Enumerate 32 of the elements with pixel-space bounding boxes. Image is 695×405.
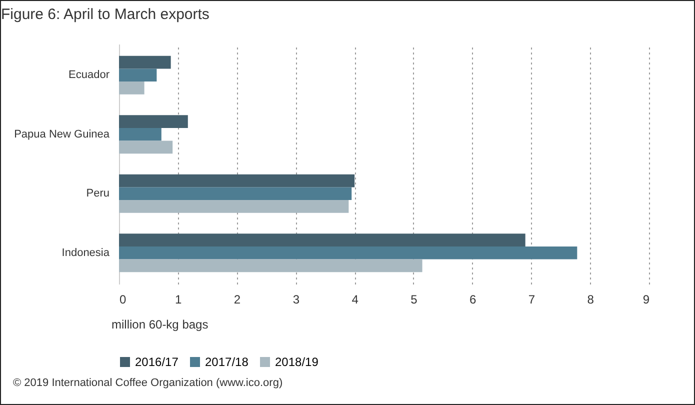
y-tick-label: Indonesia [62,246,110,259]
bar [119,128,162,141]
bar [119,187,352,200]
bar [119,174,355,188]
y-tick-label: Papua New Guinea [14,128,110,140]
chart-title: Figure 6: April to March exports [1,6,210,23]
bar [119,200,349,213]
legend-label: 2016/17 [135,355,179,369]
x-tick-label: 2 [234,292,241,306]
x-tick-label: 0 [120,292,126,306]
bar [119,140,173,154]
x-axis-title: million 60-kg bags [112,318,208,332]
legend-label: 2018/19 [275,355,319,369]
y-tick-label: Ecuador [68,69,110,82]
bar [119,246,578,260]
x-tick-label: 4 [352,292,359,306]
bar [119,259,422,272]
bar [119,82,144,94]
x-tick-label: 5 [410,292,418,306]
legend-label: 2017/18 [205,355,249,369]
x-tick-label: 3 [292,292,300,306]
bar [119,115,188,128]
bar [119,56,171,69]
text: © 2019 International Coffee Organization (www.ico.org) [13,377,283,389]
bar [119,68,157,82]
x-tick-label: 8 [587,292,594,306]
y-tick-label: Peru [86,188,110,200]
x-tick-label: 9 [642,292,650,306]
x-tick-label: 6 [469,292,476,306]
bar [119,234,526,246]
x-tick-label: 7 [528,292,536,306]
x-tick-label: 1 [175,292,182,306]
